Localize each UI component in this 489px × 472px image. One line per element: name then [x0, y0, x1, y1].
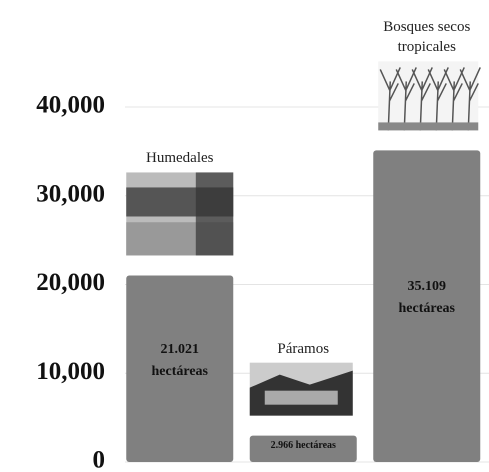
category-image [126, 172, 233, 255]
tree-right [196, 172, 233, 255]
category-label: Humedales [116, 148, 243, 168]
y-tick-label: 0 [93, 447, 106, 472]
chart: 0 10,000 20,000 30,000 40,000 Humedales 21.02… [0, 0, 489, 472]
y-tick-label: 30,000 [36, 180, 105, 207]
value-label: 35.109 hectáreas [373, 276, 480, 320]
ground [378, 122, 478, 130]
y-tick-label: 10,000 [36, 358, 105, 385]
lake [265, 391, 338, 405]
chart-svg: 0 10,000 20,000 30,000 40,000 [0, 0, 489, 472]
y-tick-label: 40,000 [36, 92, 105, 119]
category-label: Páramos [240, 339, 367, 359]
category-image [378, 61, 480, 130]
value-label: 2.966 hectáreas [250, 439, 357, 453]
image-bg [378, 61, 478, 130]
value-label: 21.021 hectáreas [126, 339, 233, 383]
category-image [250, 363, 353, 416]
y-tick-label: 20,000 [36, 269, 105, 296]
category-label: Bosques secos tropicales [363, 17, 489, 57]
